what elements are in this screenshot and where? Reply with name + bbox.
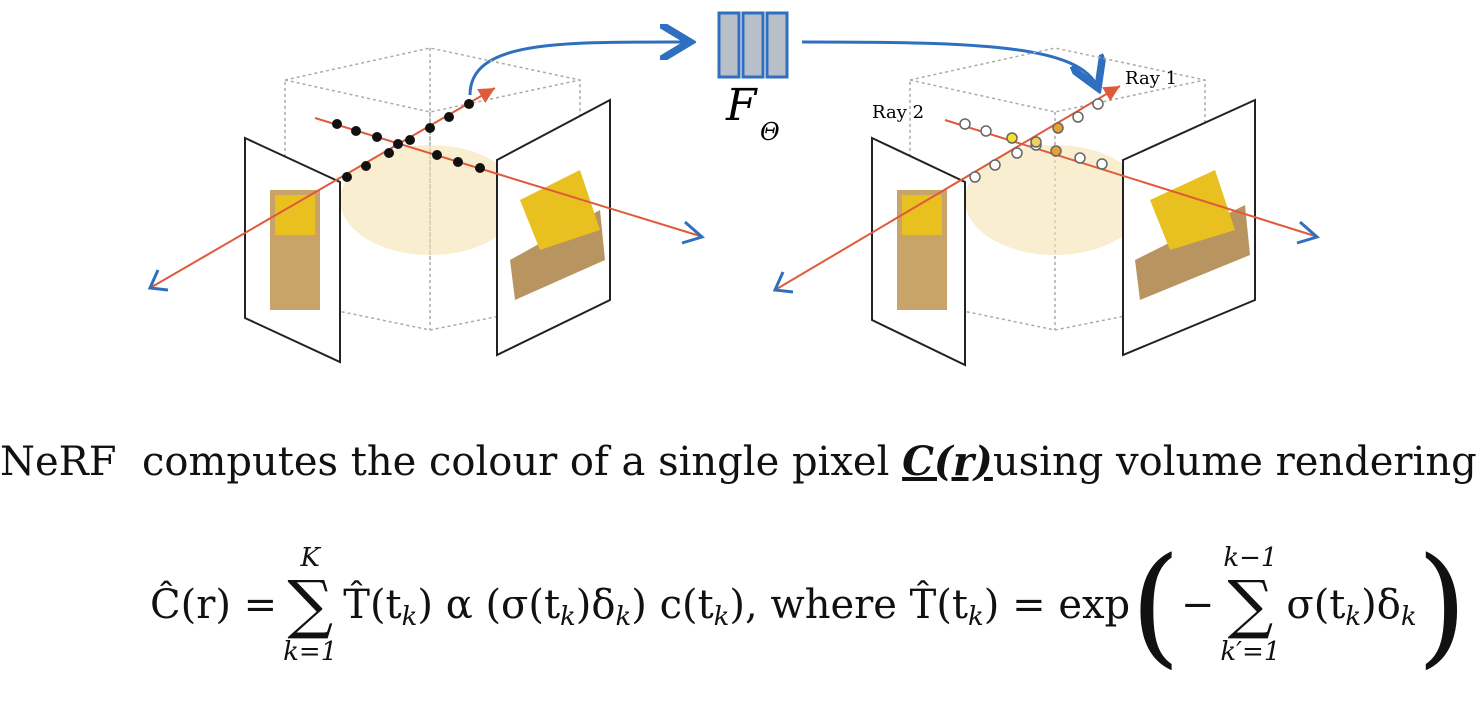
subscript: k — [713, 602, 730, 632]
ray-label: Ray 2 — [872, 102, 924, 123]
big-paren: ) — [1416, 529, 1468, 681]
network-label: F — [725, 80, 758, 131]
equation-text: ) = exp — [983, 582, 1131, 628]
network-subscript: Θ — [760, 118, 780, 146]
ray-label: Ray 1 — [1125, 68, 1177, 89]
equation-text: ) c(t — [631, 582, 714, 628]
arrow-from-network — [801, 40, 1098, 88]
sum-lower: k′=1 — [1220, 637, 1281, 667]
subscript: k — [560, 602, 576, 632]
equation-text: Ĉ(r) = — [150, 582, 278, 628]
equation-text: σ(t — [1286, 582, 1346, 628]
network-block — [717, 11, 789, 79]
equation-text: T̂(t — [343, 582, 402, 628]
subscript: k — [1400, 602, 1417, 632]
sum-symbol: ∑ — [1227, 568, 1274, 642]
equation-text: )δ — [1361, 582, 1401, 628]
caption-text: using volume rendering : — [992, 439, 1481, 485]
arrow-to-network — [468, 42, 690, 96]
right-panel: Ray 1 Ray 2 — [772, 47, 1321, 367]
caption-text: NeRF computes the colour of a single pix… — [0, 439, 890, 485]
equation-text: − — [1180, 582, 1215, 628]
nerf-diagram: F Θ — [147, 11, 1321, 367]
equation-text: ) α (σ(t — [417, 582, 561, 628]
subscript: k — [401, 602, 418, 632]
sum-symbol: ∑ — [287, 568, 334, 642]
caption-emphasis: C(r) — [902, 438, 993, 485]
sum-upper: K — [300, 543, 320, 573]
equation-text: )δ — [575, 582, 616, 628]
summation: k−1 ∑ k′=1 — [1220, 543, 1280, 667]
caption: NeRF computes the colour of a single pix… — [0, 438, 1481, 485]
equation: Ĉ(r) = K ∑ k=1 T̂(t k) α (σ(t k)δ k) c(t k), whe… — [150, 525, 1467, 685]
sum-upper: k−1 — [1223, 543, 1278, 573]
left-panel — [147, 47, 706, 364]
equation-text: ), where T̂(t — [729, 582, 968, 628]
summation: K ∑ k=1 — [283, 543, 337, 667]
sum-lower: k=1 — [283, 637, 338, 667]
subscript: k — [615, 602, 632, 632]
big-paren: ( — [1130, 529, 1181, 681]
subscript: k — [1345, 602, 1362, 632]
subscript: k — [968, 602, 984, 632]
